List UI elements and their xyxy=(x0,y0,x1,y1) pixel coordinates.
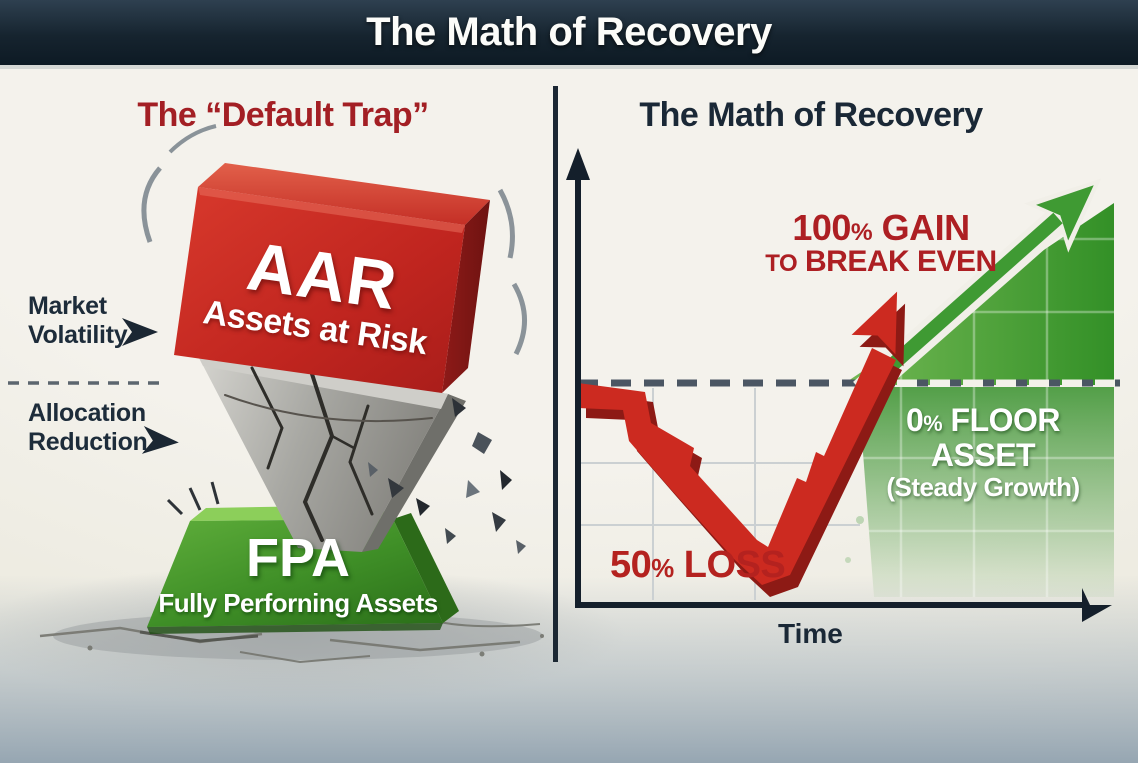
loss-annotation: 50% LOSS xyxy=(610,544,786,587)
growth-arrow xyxy=(853,178,1102,403)
motion-marks xyxy=(141,124,527,356)
floor-percent-sign: % xyxy=(923,411,943,436)
impact-sparks xyxy=(166,481,220,516)
floor-line1: 0% FLOOR ASSET xyxy=(856,402,1110,474)
floor-word: FLOOR ASSET xyxy=(930,402,1061,474)
gain-line2: TO BREAK EVEN xyxy=(756,246,1006,277)
floor-asset-annotation: 0% FLOOR ASSET (Steady Growth) xyxy=(856,402,1110,503)
panel-divider xyxy=(553,86,558,662)
x-axis-arrow-icon xyxy=(1082,588,1112,622)
debris-fragments xyxy=(368,398,526,554)
gain-word: GAIN xyxy=(872,207,971,248)
loss-recovery-line xyxy=(578,291,906,597)
fpa-acronym: FPA xyxy=(246,528,350,588)
page-title: The Math of Recovery xyxy=(366,10,772,54)
right-panel-title: The Math of Recovery xyxy=(639,96,983,134)
fpa-base-label: FPA Fully Perforning Assets xyxy=(150,531,446,619)
y-axis-arrow-icon xyxy=(566,148,590,180)
loss-arrowhead xyxy=(851,291,898,355)
gain-to: TO xyxy=(765,250,798,278)
floor-line2: (Steady Growth) xyxy=(886,472,1080,503)
default-trap-illustration xyxy=(0,124,625,705)
market-volatility-arrow-icon xyxy=(122,318,158,346)
axes xyxy=(566,148,1112,622)
recovery-chart xyxy=(566,148,1120,622)
callout-market-volatility: Market Volatility xyxy=(28,292,128,349)
loss-number: 50 xyxy=(610,544,652,586)
gain-line1: 100% GAIN xyxy=(756,209,1006,246)
callout-allocation-reduction: Allocation Reduction xyxy=(28,399,148,456)
pedestal-cracks xyxy=(224,366,433,542)
aar-block xyxy=(174,163,490,393)
gain-annotation: 100% GAIN TO BREAK EVEN xyxy=(756,209,1006,278)
header-banner: The Math of Recovery xyxy=(0,0,1138,69)
ground-wash xyxy=(0,565,625,705)
ground-cracks xyxy=(39,619,544,664)
x-axis-label: Time xyxy=(778,618,843,649)
gain-break-even: BREAK EVEN xyxy=(797,245,997,279)
fpa-caption: Fully Perforning Assets xyxy=(158,588,438,618)
loss-line-main xyxy=(578,348,896,585)
loss-percent-sign: % xyxy=(651,555,674,583)
loss-word: LOSS xyxy=(673,544,786,586)
allocation-reduction-arrow-icon xyxy=(141,425,179,454)
callout-graphics xyxy=(8,318,179,454)
gain-number: 100 xyxy=(792,207,851,248)
gain-percent-sign: % xyxy=(850,219,873,246)
left-panel-title: The “Default Trap” xyxy=(137,96,429,134)
floor-number: 0 xyxy=(905,402,924,438)
